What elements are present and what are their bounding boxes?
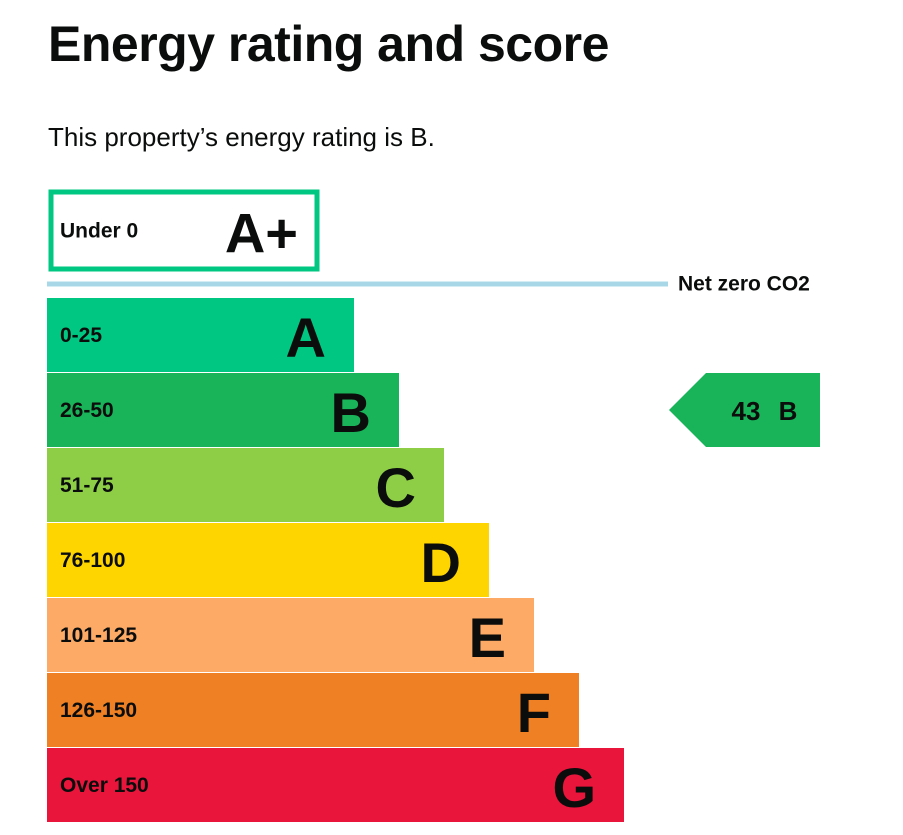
band-a-plus-letter: A+: [225, 202, 298, 265]
band-a-bar: [47, 298, 354, 372]
rating-bands: Under 0 A+0-25 A26-50 B51-75 C76-100 D101-125…: [47, 189, 624, 822]
page-title: Energy rating and score: [48, 16, 609, 72]
band-b: 26-50 B: [47, 373, 399, 447]
band-a-plus: Under 0 A+: [48, 189, 320, 272]
band-g-bar: [47, 748, 624, 822]
band-e-letter: E: [469, 606, 506, 669]
band-g-range: Over 150: [60, 774, 149, 797]
band-g-letter: G: [552, 756, 596, 819]
net-zero-label: Net zero CO2: [678, 273, 810, 296]
band-f-bar: [47, 673, 579, 747]
band-a: 0-25 A: [47, 298, 354, 372]
current-rating-band: B: [779, 396, 798, 426]
current-rating-arrow: [669, 373, 820, 447]
band-b-range: 26-50: [60, 399, 114, 422]
band-c-range: 51-75: [60, 474, 114, 497]
band-d: 76-100 D: [47, 523, 489, 597]
band-b-bar: [47, 373, 399, 447]
current-rating-indicator: 43 B: [669, 373, 820, 447]
band-e-range: 101-125: [60, 624, 137, 647]
band-f-letter: F: [517, 681, 551, 744]
band-b-letter: B: [331, 381, 371, 444]
band-c-bar: [47, 448, 444, 522]
band-a-plus-range: Under 0: [60, 220, 138, 243]
band-f: 126-150 F: [47, 673, 579, 747]
band-d-letter: D: [421, 531, 461, 594]
net-zero-marker: Net zero CO2: [47, 273, 810, 296]
band-f-range: 126-150: [60, 699, 137, 722]
energy-rating-summary: This property’s energy rating is B.: [48, 122, 435, 152]
band-d-range: 76-100: [60, 549, 125, 572]
band-g: Over 150 G: [47, 748, 624, 822]
band-e: 101-125 E: [47, 598, 534, 672]
band-c: 51-75 C: [47, 448, 444, 522]
band-a-plus-box: [48, 189, 320, 272]
band-d-bar: [47, 523, 489, 597]
band-c-letter: C: [376, 456, 416, 519]
band-a-range: 0-25: [60, 324, 102, 347]
current-rating-score: 43: [732, 396, 761, 426]
band-a-letter: A: [286, 306, 326, 369]
band-e-bar: [47, 598, 534, 672]
